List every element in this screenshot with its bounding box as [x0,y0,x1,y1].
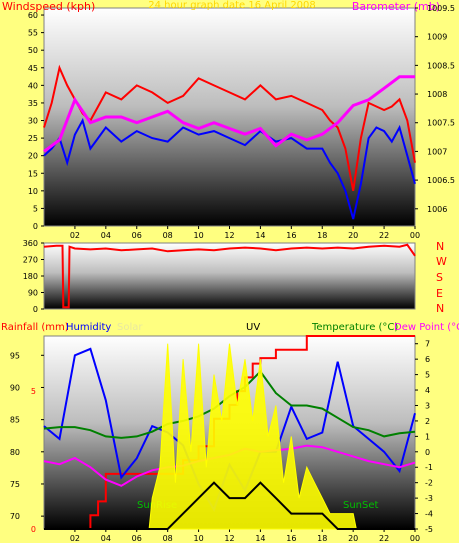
p1-xtick-label: 02 [70,231,80,240]
p1-series-line [43,75,415,153]
panel2-plot-area [43,242,416,310]
label-rainfall: Rainfall (mm) [1,322,69,333]
p3-ytick-right-label: -3 [425,494,433,503]
p3-xtick-label: 14 [255,534,265,543]
p3-solar-area [44,343,415,530]
p1-xtick-label: 18 [317,231,327,240]
p1-xtick-label: 00 [410,231,420,240]
p1-ytick-left-label: 60 [28,11,38,20]
p3-xtick-label: 20 [348,534,358,543]
p3-ytick-humidity-label: 70 [10,512,20,521]
p1-ytick-left-label: 25 [28,134,38,143]
p3-ytick-right-label: 3 [425,401,430,410]
p3-xtick-label: 00 [410,534,420,543]
p1-xtick-label: 06 [132,231,142,240]
p1-ytick-left-label: 20 [28,152,38,161]
p1-ytick-right-label: 1007 [427,147,447,156]
p1-ytick-right-label: 1008 [427,90,447,99]
p2-ytick-label: 270 [23,256,38,265]
p3-ytick-right-label: -5 [425,525,433,534]
p3-xtick-label: 02 [70,534,80,543]
p1-ytick-right-label: 1007.5 [427,119,455,128]
compass-n-top: N [436,240,444,253]
p1-ytick-left-label: 10 [28,187,38,196]
p1-xtick-label: 08 [163,231,173,240]
p3-ytick-humidity-label: 75 [10,480,20,489]
p1-xtick-label: 16 [286,231,296,240]
p1-xtick-label: 20 [348,231,358,240]
p2-direction-line [43,243,416,309]
p3-series-line [44,481,415,530]
p1-xtick-label: 22 [379,231,389,240]
p1-series-line [43,117,416,220]
p3-ytick-right-label: 5 [425,371,430,380]
compass-s: S [436,271,443,284]
label-solar: Solar [117,322,143,333]
p1-ytick-left-label: 5 [33,204,38,213]
p3-ytick-right-label: -1 [425,463,433,472]
p3-ytick-right-label: -4 [425,510,433,519]
p1-xtick-label: 10 [193,231,203,240]
p1-xtick-label: 04 [101,231,111,240]
panel1-title: 24 hour graph date 16 April 2008 [148,0,316,11]
p3-xtick-label: 04 [101,534,111,543]
p3-xtick-label: 08 [163,534,173,543]
p1-ytick-right-label: 1009.5 [427,4,455,13]
p1-ytick-left-label: 15 [28,169,38,178]
p3-xtick-label: 06 [132,534,142,543]
label-humidity: Humidity [66,322,111,333]
p3-xtick-label: 22 [379,534,389,543]
p3-xtick-label: 18 [317,534,327,543]
p1-ytick-left-label: 45 [28,64,38,73]
p1-ytick-left-label: 30 [28,117,38,126]
panel1-right-label: Barometer (mb) [352,0,440,13]
p1-xtick-label: 14 [255,231,265,240]
p2-ytick-label: 360 [23,239,38,248]
p1-ytick-left-label: 0 [33,222,38,231]
p3-ytick-right-label: 2 [425,417,430,426]
p3-xtick-label: 10 [193,534,203,543]
p3-ytick-right-label: 1 [425,432,430,441]
p3-ytick-rain-label: 5 [31,387,36,396]
annotation-sunset: SunSet [343,500,379,511]
p3-ytick-humidity-label: 90 [10,383,20,392]
p3-xtick-label: 12 [224,534,234,543]
p3-ytick-right-label: 7 [425,340,430,349]
compass-w: W [436,255,447,268]
p2-ytick-label: 90 [28,289,38,298]
p2-ytick-label: 180 [23,272,38,281]
p1-ytick-left-label: 55 [28,29,38,38]
p1-ytick-left-label: 50 [28,46,38,55]
compass-e: E [436,287,443,300]
label-uv: UV [246,322,260,333]
label-dewpoint: Dew Point (°C) [394,322,459,333]
panel1-left-label: Windspeed (kph) [2,0,95,13]
p1-ytick-left-label: 40 [28,81,38,90]
p3-ytick-rain-label: 0 [31,525,36,534]
p1-ytick-left-label: 35 [28,99,38,108]
p1-ytick-right-label: 1008.5 [427,61,455,70]
compass-n-bottom: N [436,302,444,315]
p1-ytick-right-label: 1006 [427,205,447,214]
p1-ytick-right-label: 1009 [427,33,447,42]
p1-xtick-label: 12 [224,231,234,240]
p3-ytick-humidity-label: 95 [10,351,20,360]
p3-ytick-humidity-label: 85 [10,416,20,425]
p3-ytick-right-label: 0 [425,448,430,457]
p3-xtick-label: 16 [286,534,296,543]
label-temperature: Temperature (°C) [311,322,398,333]
p3-ytick-right-label: -2 [425,479,433,488]
p3-ytick-right-label: 6 [425,355,430,364]
p3-ytick-humidity-label: 80 [10,448,20,457]
p1-ytick-right-label: 1006.5 [427,176,455,185]
p3-ytick-right-label: 4 [425,386,430,395]
p2-ytick-label: 0 [33,305,38,314]
